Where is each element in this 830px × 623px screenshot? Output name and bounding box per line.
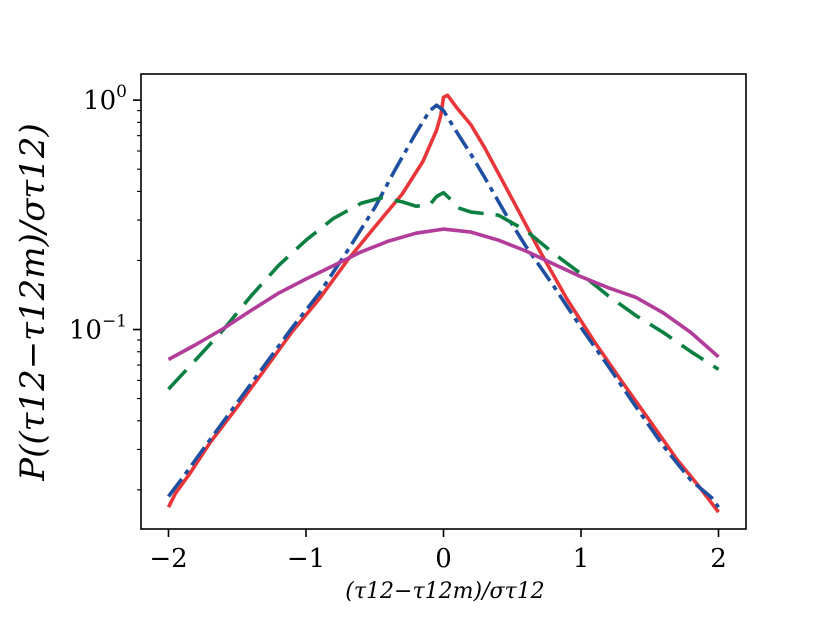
series-line-1 (166, 93, 720, 514)
series-line-2 (167, 103, 720, 509)
y-tick-label: 10−1 (69, 312, 127, 346)
x-tick-label: −1 (287, 544, 325, 574)
y-tick-label: 100 (83, 82, 127, 116)
series-layer (166, 93, 720, 514)
x-tick-label: −2 (149, 544, 187, 574)
x-tick-label: 0 (435, 544, 452, 574)
plot-frame (140, 73, 747, 530)
x-tick-label: 1 (573, 544, 590, 574)
x-axis-title: (τ12−τ12m)/στ12 (345, 579, 544, 604)
series-line-3 (167, 190, 720, 391)
x-tick-label: 2 (710, 544, 727, 574)
ticks-layer: −2 −1 0 1 2 100 10−1 (69, 82, 727, 574)
series-line-4 (167, 227, 720, 362)
y-axis-title: P((τ12−τ12m)/στ12) (13, 123, 53, 482)
